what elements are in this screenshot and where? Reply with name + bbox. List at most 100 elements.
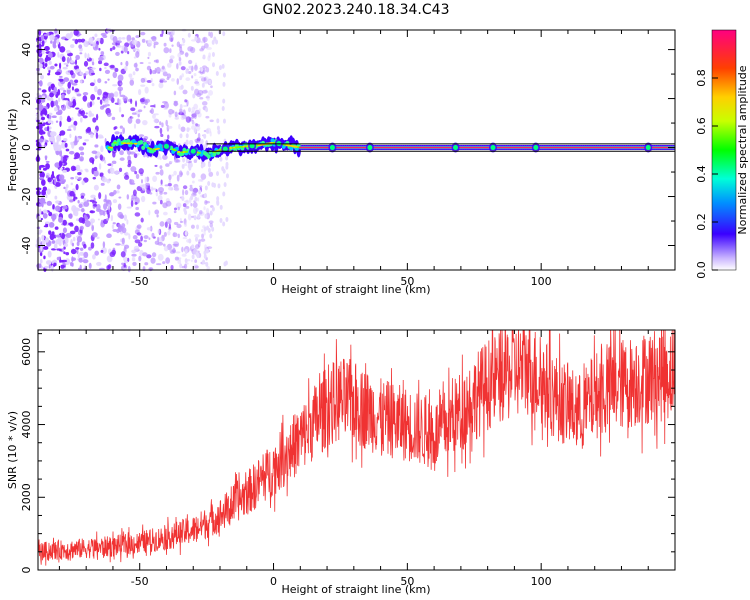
spectrogram-noise-blob [106,28,112,34]
spectrogram-noise-blob [139,184,144,188]
spectrogram-noise-blob [192,93,196,99]
spectrogram-noise-blob [155,59,159,64]
spectrogram-noise-blob [163,245,169,252]
spectrogram-noise-blob [40,116,46,121]
spectrogram-noise-blob [52,204,55,210]
spectrogram-noise-blob [38,57,44,64]
spectrogram-noise-blob [63,62,69,65]
spectrogram-noise-blob [124,65,128,72]
spectrogram-noise-blob [178,60,182,66]
spectrogram-noise-blob [172,241,179,244]
spectrogram-noise-blob [41,239,46,246]
spectrogram-noise-blob [94,155,98,160]
spectrogram-noise-blob [184,230,188,236]
spectrogram-noise-blob [73,29,79,36]
spectrogram-noise-blob [77,253,80,259]
spectrogram-noise-blob [93,79,96,84]
spectrogram-noise-blob [187,163,191,169]
spectrogram-noise-blob [38,128,44,136]
spectrogram-noise-blob [134,100,138,107]
signal-core [109,146,114,149]
spectrogram-noise-blob [151,232,155,238]
colorbar: 0.0 0.2 0.4 0.6 0.8 Normalized spectral ampl… [695,29,749,279]
spectrogram-noise-blob [87,53,90,60]
spectrogram-noise-blob [194,78,199,82]
spectrogram-noise-blob [208,220,214,224]
spectrogram-noise-blob [177,260,182,264]
spectrogram-noise-blob [210,85,213,89]
signal-core [176,151,181,153]
spectrogram-noise-blob [63,186,66,190]
spectrogram-noise-blob [144,86,149,94]
spectrogram-noise-blob [138,168,144,175]
spectrogram-noise-blob [187,213,192,221]
x-tick-label: 50 [400,275,414,288]
spectrogram-noise-blob [142,119,148,126]
spectrogram-noise-blob [55,205,61,212]
spectrogram-noise-blob [174,111,178,118]
spectrogram-noise-blob [109,64,115,69]
spectrogram-noise-blob [129,79,135,86]
spectrogram-noise-blob [91,232,98,238]
spectrogram-noise-blob [155,66,161,74]
spectrogram-noise-blob [198,76,205,79]
spectrogram-noise-blob [135,118,141,124]
spectrogram-noise-blob [85,169,89,173]
spectrogram-noise-blob [146,254,152,259]
spectrogram-noise-blob [124,42,130,48]
spectrogram-noise-blob [79,247,84,251]
spectrogram-noise-blob [69,261,74,267]
spectrogram-noise-blob [159,121,162,126]
spectrogram-noise-blob [45,260,52,265]
spectrogram-noise-blob [63,246,66,250]
spectrogram-noise-blob [135,35,140,39]
spectrogram-noise-blob [69,133,72,139]
spectrogram-y-ticks: -40 -20 0 20 40 [20,43,675,271]
signal-mid [126,138,131,144]
spectrogram-noise-blob [169,35,174,42]
signal-blob-core [222,146,228,152]
spectrogram-noise-blob [72,236,76,242]
spectrogram-noise-blob [68,213,73,220]
spectrogram-noise-blob [185,77,191,82]
spectrogram-noise-blob [189,184,193,188]
spectrogram-noise-blob [206,225,210,231]
spectrogram-noise-blob [194,259,198,264]
spectrogram-noise-blob [63,179,66,183]
spectrogram-noise-blob [98,163,102,170]
spectrogram-noise-blob [131,253,137,257]
spectrogram-noise-blob [54,226,59,230]
spectrogram-noise-blob [65,232,72,238]
spectrogram-noise-blob [83,243,87,249]
signal-mid [141,145,146,150]
spectrogram-noise-blob [130,98,133,105]
spectrogram-noise-blob [198,185,203,188]
spectrogram-noise-blob [55,120,59,123]
spectrogram-noise-blob [80,107,83,111]
spectrogram-noise-blob [204,213,208,219]
spectrogram-noise-blob [59,248,62,252]
spectrogram-noise-blob [133,245,140,251]
spectrogram-noise-blob [149,192,153,195]
spectrogram-noise-blob [118,106,122,113]
spectrogram-noise-blob [222,98,226,104]
spectrogram-noise-blob [92,206,96,209]
spectrogram-noise-blob [73,120,78,127]
spectrogram-noise-blob [200,45,206,50]
spectrogram-noise-blob [162,80,167,83]
spectrogram-noise-blob [130,116,134,119]
spectrogram-noise-blob [82,95,88,102]
spectrogram-noise-blob [47,177,52,183]
spectrogram-noise-blob [193,112,197,120]
signal-mid [144,143,149,149]
spectrogram-noise-blob [121,227,127,234]
spectrogram-noise-blob [97,96,100,100]
spectrogram-noise-blob [133,62,138,68]
spectrogram-noise-blob [181,253,187,257]
spectrogram-noise-blob [165,219,171,222]
spectrogram-noise-blob [196,224,200,230]
spectrogram-noise-blob [60,264,65,269]
spectrogram-noise-blob [106,178,111,184]
spectrogram-noise-blob [59,120,62,128]
spectrogram-noise-blob [70,59,74,64]
